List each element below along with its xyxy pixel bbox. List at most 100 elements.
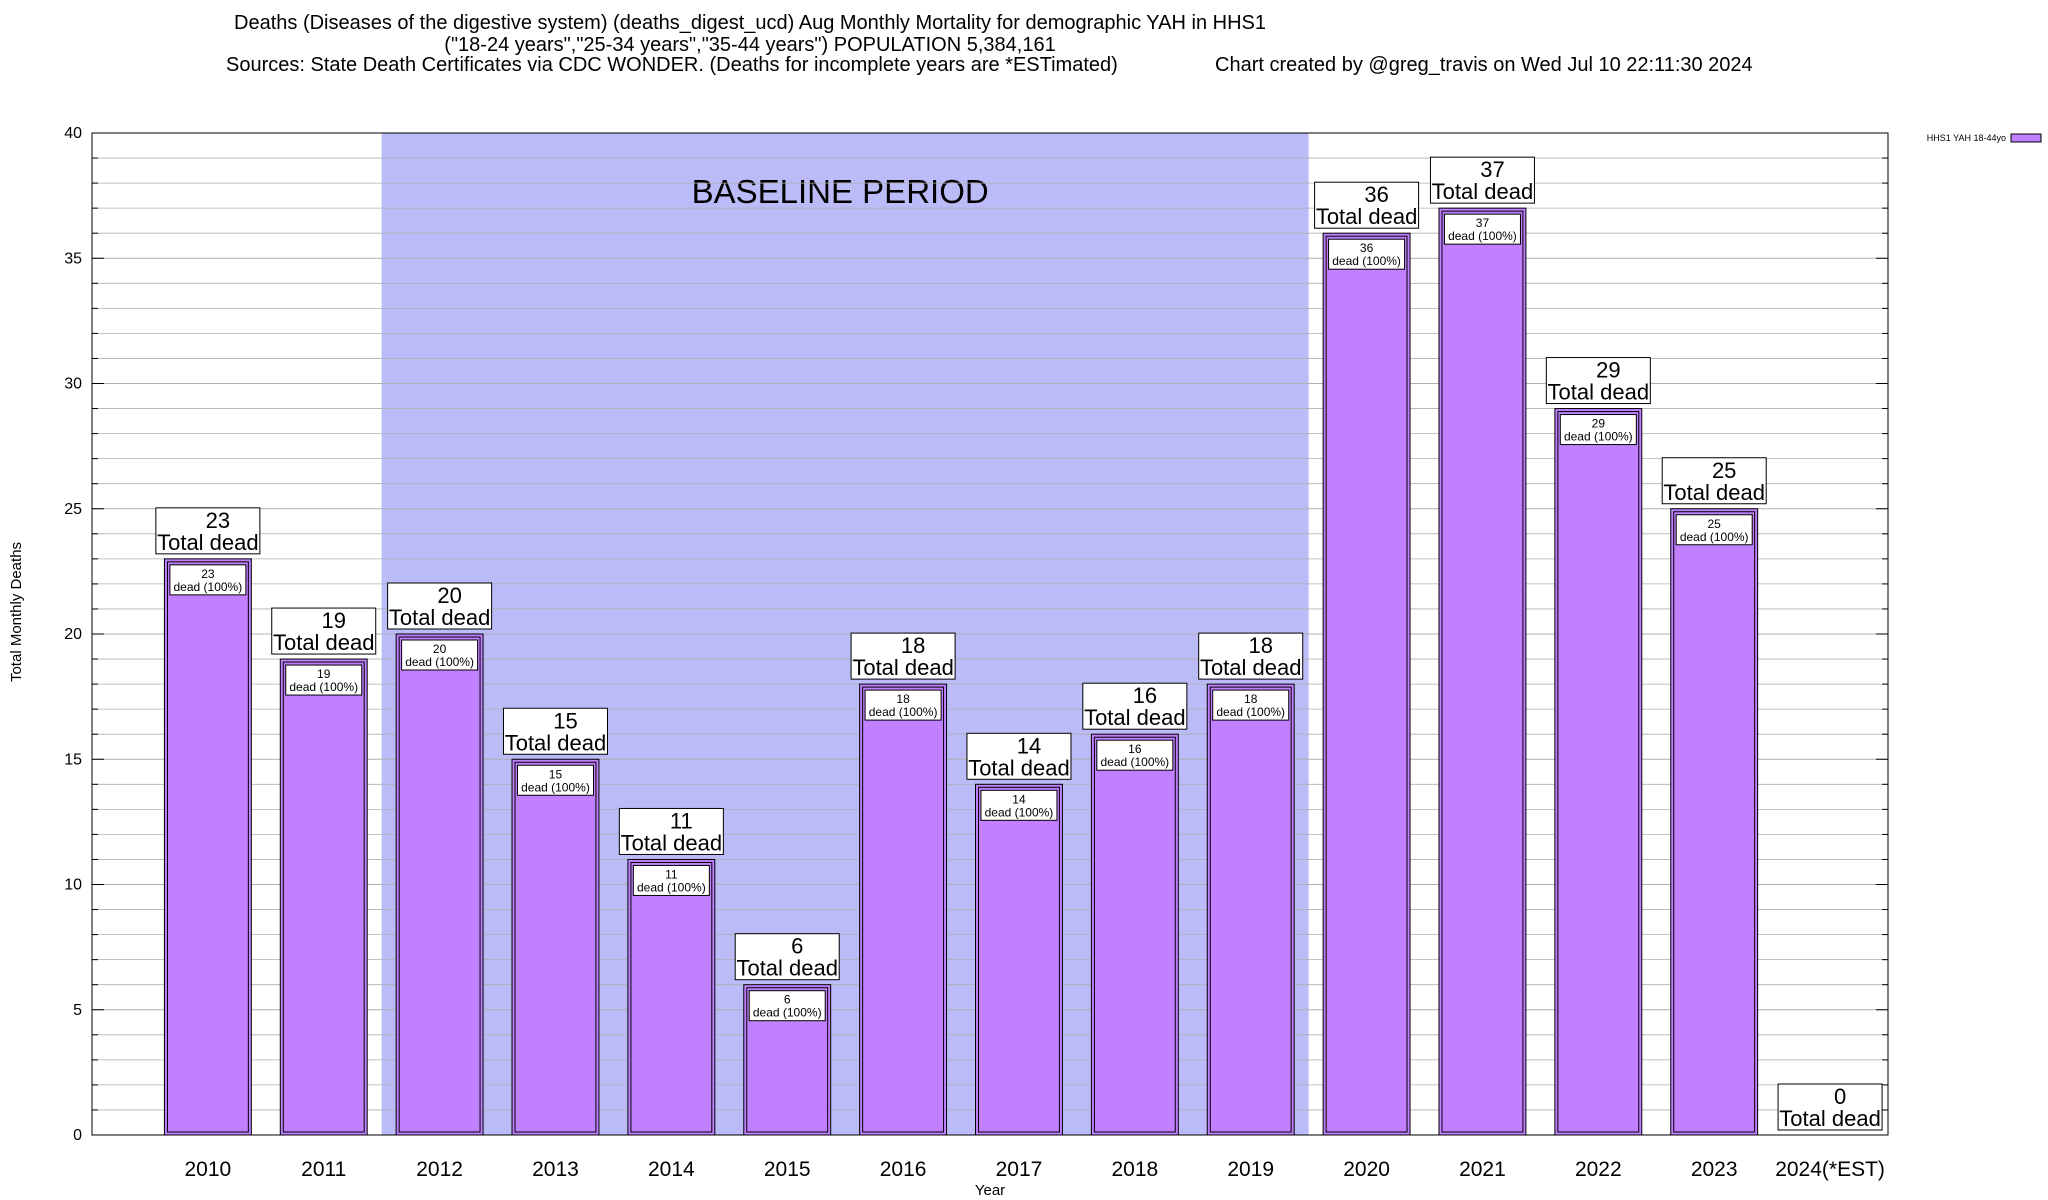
legend: HHS1 YAH 18-44yo (1927, 133, 2042, 143)
bar-2020 (1322, 232, 1411, 1136)
big-label-box-2010 (155, 507, 261, 555)
big-label-box-2011 (271, 607, 377, 655)
x-tick-label-2010: 2010 (185, 1158, 232, 1181)
small-dead-label-2012: dead (100%) (405, 655, 474, 669)
small-label-box-2023 (1675, 514, 1753, 546)
bars-layer (163, 207, 1759, 1136)
big-value-label-2015: 6 (791, 934, 803, 959)
small-value-label-2011: 19 (317, 667, 331, 681)
bar-inner-outline-2023 (1673, 511, 1756, 1133)
small-dead-label-2020: dead (100%) (1332, 254, 1401, 268)
big-total-label-2013: Total dead (505, 730, 607, 755)
y-tick-label: 10 (64, 877, 82, 894)
x-tick-label-2020: 2020 (1343, 1158, 1390, 1181)
small-dead-label-2010: dead (100%) (174, 580, 243, 594)
big-label-box-2019 (1198, 632, 1304, 680)
big-value-label-2014: 11 (670, 808, 693, 833)
big-total-label-2018: Total dead (1084, 705, 1186, 730)
big-total-label-2012: Total dead (389, 605, 491, 630)
small-value-label-2021: 37 (1476, 216, 1490, 230)
small-label-box-2014 (632, 864, 710, 896)
legend-swatch (2010, 133, 2042, 143)
big-total-label-2021: Total dead (1432, 179, 1534, 204)
y-tick-label: 40 (64, 125, 82, 142)
big-value-label-2011: 19 (321, 608, 345, 633)
bar-inner-outline-2020 (1325, 235, 1408, 1133)
bar-inner-outline-2018 (1093, 736, 1176, 1133)
small-dead-label-2021: dead (100%) (1448, 229, 1517, 243)
chart-subtitle: ("18-24 years","25-34 years","35-44 year… (444, 34, 1056, 56)
plot-border (91, 132, 1889, 1136)
x-tick-label-2015: 2015 (764, 1158, 811, 1181)
big-value-label-2010: 23 (206, 508, 230, 533)
small-dead-label-2019: dead (100%) (1216, 705, 1285, 719)
big-value-label-2024(*EST): 0 (1834, 1084, 1846, 1109)
small-label-box-2022 (1559, 414, 1637, 446)
y-axis-label: Total Monthly Deaths (8, 542, 25, 682)
small-dead-label-2017: dead (100%) (985, 805, 1054, 819)
big-value-label-2012: 20 (437, 583, 461, 608)
bar-inner-outline-2013 (514, 761, 597, 1133)
small-dead-label-2014: dead (100%) (637, 880, 706, 894)
bar-inner-outline-2021 (1441, 210, 1524, 1133)
x-tick-label-2011: 2011 (301, 1158, 346, 1181)
y-tick-label: 15 (64, 751, 82, 768)
big-label-box-2016 (850, 632, 956, 680)
small-label-box-2020 (1328, 238, 1406, 270)
big-label-box-2020 (1314, 181, 1420, 229)
chart-credit: Chart created by @greg_travis on Wed Jul… (1215, 54, 1753, 76)
big-total-label-2022: Total dead (1548, 380, 1650, 405)
chart-sources: Sources: State Death Certificates via CD… (226, 54, 1118, 76)
bar-2023 (1670, 508, 1759, 1136)
small-dead-label-2011: dead (100%) (289, 680, 358, 694)
small-dead-label-2013: dead (100%) (521, 780, 590, 794)
big-value-label-2019: 18 (1248, 633, 1272, 658)
y-tick-label: 5 (73, 1002, 82, 1019)
bar-2019 (1206, 683, 1295, 1136)
x-tick-label-2023: 2023 (1691, 1158, 1738, 1181)
bar-inner-outline-2010 (166, 561, 249, 1133)
small-label-box-2021 (1443, 213, 1521, 245)
bar-inner-outline-2015 (746, 987, 829, 1133)
bar-inner-outline-2017 (978, 786, 1060, 1133)
big-label-box-2022 (1545, 357, 1651, 405)
x-tick-label-2021: 2021 (1459, 1158, 1506, 1181)
bar-inner-outline-2012 (398, 636, 481, 1133)
bar-inner-outline-2019 (1209, 686, 1292, 1133)
small-value-label-2015: 6 (784, 993, 791, 1007)
big-value-label-2020: 36 (1364, 182, 1388, 207)
x-tick-label-2014: 2014 (648, 1158, 695, 1181)
big-total-label-2020: Total dead (1316, 204, 1418, 229)
small-label-box-2018 (1096, 739, 1174, 771)
small-value-label-2023: 25 (1708, 517, 1722, 531)
small-value-label-2020: 36 (1360, 241, 1374, 255)
small-dead-label-2018: dead (100%) (1100, 755, 1169, 769)
bar-2021 (1438, 207, 1527, 1136)
x-tick-label-2017: 2017 (996, 1158, 1043, 1181)
big-total-label-2019: Total dead (1200, 655, 1302, 680)
baseline-label: BASELINE PERIOD (692, 173, 989, 210)
big-total-label-2015: Total dead (736, 956, 838, 981)
big-label-box-2024(*EST) (1777, 1083, 1883, 1131)
small-value-label-2018: 16 (1128, 742, 1142, 756)
big-total-label-2010: Total dead (157, 530, 259, 555)
y-tick-label: 35 (64, 250, 82, 267)
bar-2011 (279, 658, 368, 1136)
bar-2014 (627, 858, 716, 1136)
bar-inner-outline-2014 (630, 861, 713, 1133)
bar-2022 (1554, 408, 1643, 1136)
x-tick-label-2016: 2016 (880, 1158, 927, 1181)
x-tick-label-2012: 2012 (416, 1158, 463, 1181)
small-label-box-2015 (748, 990, 826, 1022)
small-value-label-2012: 20 (433, 642, 447, 656)
small-label-box-2016 (864, 689, 942, 721)
bar-inner-outline-2022 (1557, 411, 1640, 1133)
small-value-label-2022: 29 (1592, 417, 1606, 431)
big-value-label-2018: 16 (1133, 683, 1157, 708)
y-tick-label: 25 (64, 501, 82, 518)
small-label-box-2012 (401, 639, 479, 671)
small-label-box-2013 (516, 764, 594, 796)
big-label-box-2017 (966, 732, 1072, 780)
